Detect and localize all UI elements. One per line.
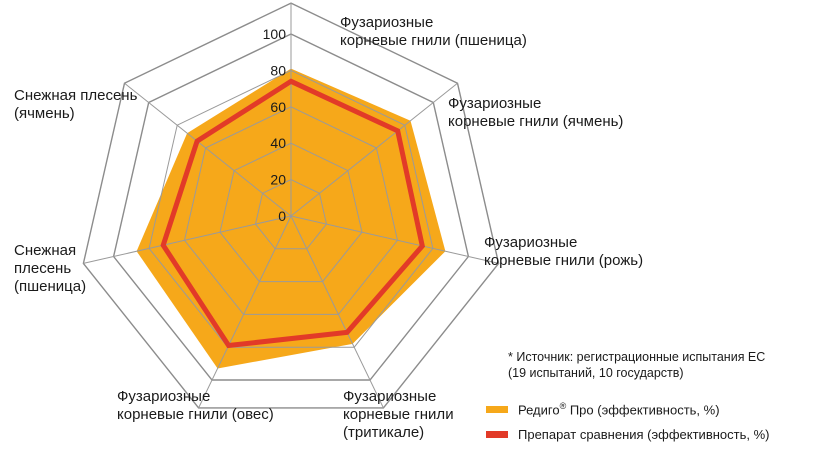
spoke-6: [124, 82, 292, 217]
grid-ring-20: [254, 179, 328, 250]
spoke-2: [290, 215, 499, 264]
tick-label-100: 100: [263, 26, 287, 42]
tick-label-40: 40: [270, 135, 286, 151]
tick-label-20: 20: [270, 172, 286, 188]
tick-label-0: 0: [278, 208, 286, 224]
source-note: * Источник: регистрационные испытания ЕС…: [508, 350, 766, 380]
spoke-5: [83, 215, 292, 264]
legend-swatch-orange: [486, 405, 508, 413]
axis-label-fusarium-wheat: Фузариозные корневые гнили (пшеница): [340, 14, 527, 49]
grid-ring-60: [183, 106, 399, 315]
series-line-comparison: [160, 78, 426, 349]
axis-label-snow-mold-barley: Снежная плесень (ячмень): [14, 87, 138, 122]
axis-label-fusarium-oats: Фузариозные корневые гнили (овес): [117, 388, 274, 423]
spoke-3: [290, 215, 384, 409]
axis-label-fusarium-rye: Фузариозные корневые гнили (рожь): [484, 234, 644, 269]
outer-frame: [82, 2, 500, 409]
tick-label-80: 80: [270, 62, 286, 78]
legend-label-redigo-pro: Редиго® Про (эффективность, %): [518, 400, 720, 418]
legend-swatch-red: [486, 430, 508, 438]
axis-label-snow-mold-wheat: Снежная плесень (пшеница): [14, 242, 87, 295]
grid-ring-80: [148, 69, 434, 348]
legend-label-comparison: Препарат сравнения (эффективность, %): [518, 426, 770, 442]
legend-item-redigo-pro: Редиго® Про (эффективность, %): [486, 400, 720, 418]
spoke-4: [198, 215, 292, 409]
tick-label-60: 60: [270, 99, 286, 115]
grid-ring-100: [112, 33, 470, 381]
legend-item-comparison: Препарат сравнения (эффективность, %): [486, 425, 769, 443]
grid-ring-40: [219, 142, 363, 283]
spoke-1: [290, 82, 458, 217]
axis-label-fusarium-triticale: Фузариозные корневые гнили (тритикале): [343, 388, 454, 441]
axis-label-fusarium-barley: Фузариозные корневые гнили (ячмень): [448, 95, 624, 130]
